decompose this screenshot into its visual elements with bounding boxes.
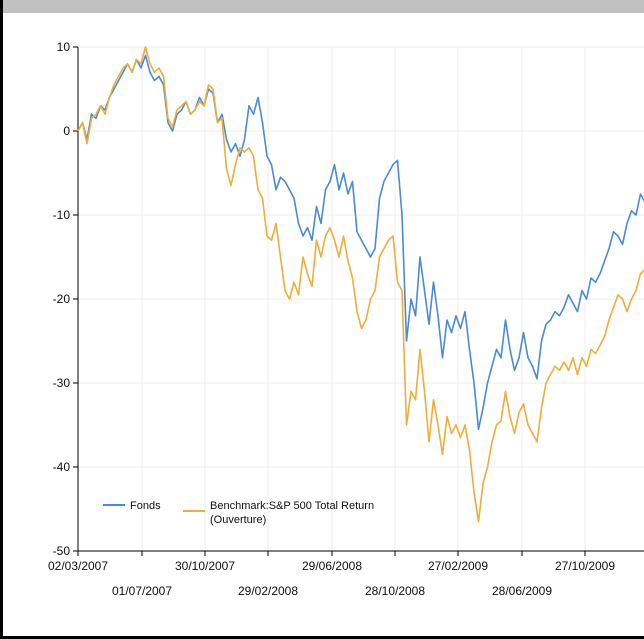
x-axis-ticks: 02/03/2007 01/07/200730/10/200729/02/2008… [48,551,615,598]
x-tick-label: 29/06/2008 [302,559,362,573]
series-line-fonds [77,54,644,430]
window-top-bar [3,0,644,13]
x-tick-label: 29/02/2008 [238,584,298,598]
line-chart: 10 0 -10 -20 -30 -40 -50 02/03/2007 01/07/20073… [48,40,644,598]
y-tick-label: -40 [53,460,71,474]
x-tick-label: 28/10/2008 [365,584,425,598]
y-axis-ticks: 10 0 -10 -20 -30 -40 -50 [53,40,78,558]
x-tick-label: 28/06/2009 [492,584,552,598]
x-tick-label: 01/07/2007 [112,584,172,598]
chart-legend: Fonds Benchmark:S&P 500 Total Return (Ou… [103,500,374,526]
y-tick-label: 0 [63,124,70,138]
y-tick-label: -20 [53,292,71,306]
x-tick-label: 27/02/2009 [428,559,488,573]
x-tick-label: 27/10/2009 [555,559,615,573]
legend-label-fonds: Fonds [130,500,161,512]
series-lines [77,46,644,523]
series-line-benchmark [77,46,644,523]
chart-grid [77,46,644,551]
x-tick-label: 30/10/2007 [175,559,235,573]
x-tick-label: 02/03/2007 [48,559,108,573]
y-tick-label: -10 [53,208,71,222]
y-tick-label: 10 [57,40,71,54]
y-tick-label: -30 [53,376,71,390]
legend-label-benchmark-line2: (Ouverture) [210,514,266,526]
legend-label-benchmark-line1: Benchmark:S&P 500 Total Return [210,500,374,512]
y-tick-label: -50 [53,544,71,558]
